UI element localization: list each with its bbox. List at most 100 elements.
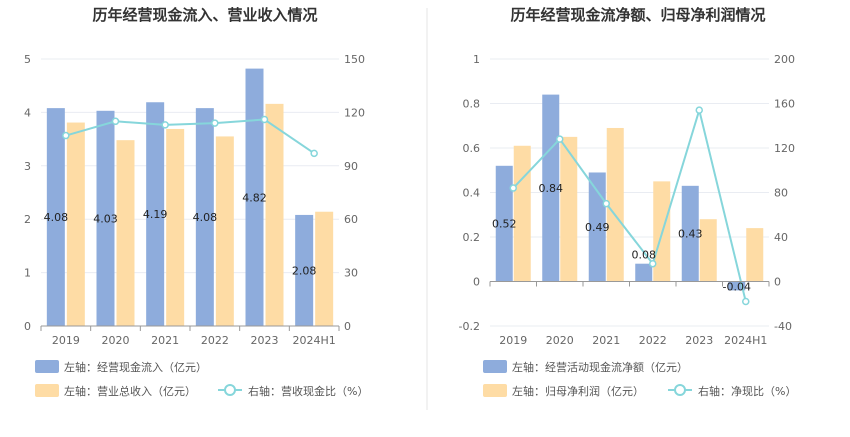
cash-inflow-revenue-chart: 历年经营现金流入、营业收入情况 4.08 4.03 4.19 4.08 4.82 2.08… [24, 6, 368, 398]
legend-label-cash-ratio[interactable]: 右轴：营收现金比（%） [248, 384, 368, 398]
c2-right-tick-label: 120 [774, 142, 795, 155]
c2-primary-bar[interactable] [588, 172, 606, 282]
c2-category-label: 2021 [592, 334, 620, 347]
c2-category-label: 2024H1 [724, 334, 767, 347]
c2-ratio-point[interactable] [556, 135, 564, 143]
c2-primary-bar[interactable] [542, 94, 560, 282]
c1-left-tick-label: 2 [24, 213, 31, 226]
c1-primary-bar[interactable] [96, 110, 115, 326]
legend-label-net-profit[interactable]: 左轴：归母净利润（亿元） [512, 384, 644, 398]
c1-right-tick-label: 0 [344, 320, 351, 333]
c2-ratio-point[interactable] [695, 106, 703, 114]
chart-1-legend: 左轴：经营现金流入（亿元） 左轴：营业总收入（亿元） 右轴：营收现金比（%） [35, 360, 368, 398]
c2-primary-bar-value-label: 0.43 [678, 228, 703, 241]
c1-ratio-point[interactable] [211, 119, 219, 127]
legend-swatch-cash-inflow[interactable] [35, 360, 59, 373]
c2-left-tick-label: -0.2 [459, 320, 480, 333]
c2-primary-bar[interactable] [495, 165, 513, 282]
c2-category-label: 2022 [639, 334, 667, 347]
c1-left-tick-label: 1 [24, 267, 31, 280]
c2-ratio-point[interactable] [509, 184, 517, 192]
c1-left-tick-label: 0 [24, 320, 31, 333]
c2-right-tick-label: -40 [774, 320, 792, 333]
chart-2-title: 历年经营现金流净额、归母净利润情况 [510, 6, 765, 24]
c1-secondary-bar[interactable] [66, 122, 85, 327]
c2-left-tick-label: 0.8 [463, 98, 481, 111]
legend-label-net-cash[interactable]: 左轴：经营活动现金流净额（亿元） [512, 360, 688, 374]
c2-right-tick-label: 80 [774, 187, 788, 200]
c1-left-tick-label: 3 [24, 160, 31, 173]
c1-ratio-point[interactable] [260, 115, 269, 124]
c1-right-tick-label: 60 [344, 213, 358, 226]
c2-left-tick-label: 0 [473, 276, 480, 289]
legend-marker-cash-ratio [224, 384, 236, 396]
c1-ratio-point[interactable] [161, 121, 169, 129]
net-cash-net-profit-chart: 历年经营现金流净额、归母净利润情况 0.52 0.84 0.49 0.08 0.43 -0… [459, 6, 797, 398]
c2-right-tick-label: 0 [774, 276, 781, 289]
legend-label-net-cash-ratio[interactable]: 右轴：净现比（%） [698, 384, 796, 398]
c1-category-label: 2019 [52, 334, 80, 347]
c1-right-tick-label: 30 [344, 267, 358, 280]
c1-ratio-point[interactable] [310, 149, 318, 158]
c2-left-tick-label: 0.6 [463, 142, 481, 155]
c2-ratio-point[interactable] [649, 259, 657, 268]
c1-primary-bar-value-label: 4.03 [93, 212, 118, 225]
c1-right-tick-label: 150 [344, 53, 365, 66]
c2-primary-bar[interactable] [635, 263, 653, 282]
c1-primary-bar[interactable] [195, 108, 214, 327]
c2-right-tick-label: 160 [774, 98, 795, 111]
c1-primary-bar-value-label: 2.08 [292, 264, 317, 277]
c1-primary-bar[interactable] [295, 214, 314, 326]
c1-category-label: 2022 [201, 334, 229, 347]
c2-category-label: 2020 [546, 334, 574, 347]
c2-right-tick-label: 40 [774, 231, 788, 244]
c2-secondary-bar[interactable] [513, 145, 531, 282]
c2-primary-bar-value-label: -0.04 [723, 281, 751, 294]
legend-label-revenue[interactable]: 左轴：营业总收入（亿元） [64, 384, 196, 398]
c1-ratio-line [65, 118, 315, 155]
c1-primary-bar[interactable] [146, 102, 165, 326]
c2-ratio-point[interactable] [602, 199, 610, 208]
c2-primary-bar-value-label: 0.84 [539, 182, 564, 195]
c1-primary-bar[interactable] [245, 68, 264, 326]
c2-left-tick-label: 1 [473, 53, 480, 66]
c1-secondary-bar[interactable] [116, 140, 135, 326]
c1-primary-bar-value-label: 4.08 [193, 211, 218, 224]
c1-right-tick-label: 90 [344, 160, 358, 173]
c1-primary-bar-value-label: 4.08 [44, 211, 69, 224]
chart-2-legend: 左轴：经营活动现金流净额（亿元） 左轴：归母净利润（亿元） 右轴：净现比（%） [483, 360, 796, 398]
legend-swatch-net-profit[interactable] [483, 384, 507, 397]
c2-secondary-bar[interactable] [746, 228, 764, 282]
c1-primary-bar-value-label: 4.82 [242, 191, 267, 204]
c1-ratio-point[interactable] [111, 117, 120, 126]
legend-marker-net-cash-ratio [674, 384, 686, 396]
c1-primary-bar-value-label: 4.19 [143, 208, 168, 221]
c2-primary-bar-value-label: 0.08 [632, 249, 657, 262]
c1-secondary-bar[interactable] [215, 136, 234, 326]
c2-ratio-line [512, 106, 747, 302]
c2-ratio-point[interactable] [742, 297, 750, 306]
c1-ratio-point[interactable] [62, 131, 70, 140]
c1-right-tick-label: 120 [344, 106, 365, 119]
c2-category-label: 2023 [685, 334, 713, 347]
c1-category-label: 2020 [102, 334, 130, 347]
c1-secondary-bar[interactable] [265, 103, 284, 326]
c1-primary-bar[interactable] [46, 108, 65, 327]
chart-1-title: 历年经营现金流入、营业收入情况 [92, 6, 317, 24]
c2-secondary-bar[interactable] [699, 219, 717, 282]
legend-swatch-revenue[interactable] [35, 384, 59, 397]
c1-secondary-bar[interactable] [315, 211, 334, 326]
c2-primary-bar[interactable] [728, 281, 746, 291]
legend-label-cash-inflow[interactable]: 左轴：经营现金流入（亿元） [64, 360, 207, 374]
c1-secondary-bar[interactable] [166, 128, 185, 326]
c1-category-label: 2024H1 [293, 334, 336, 347]
c2-primary-bar[interactable] [681, 185, 699, 282]
c2-secondary-bar[interactable] [560, 136, 578, 282]
c2-left-tick-label: 0.2 [463, 231, 481, 244]
c2-left-tick-label: 0.4 [463, 187, 481, 200]
c2-primary-bar-value-label: 0.52 [492, 218, 517, 231]
c2-secondary-bar[interactable] [606, 127, 624, 282]
legend-swatch-net-cash[interactable] [483, 360, 507, 373]
c1-left-tick-label: 4 [24, 106, 31, 119]
